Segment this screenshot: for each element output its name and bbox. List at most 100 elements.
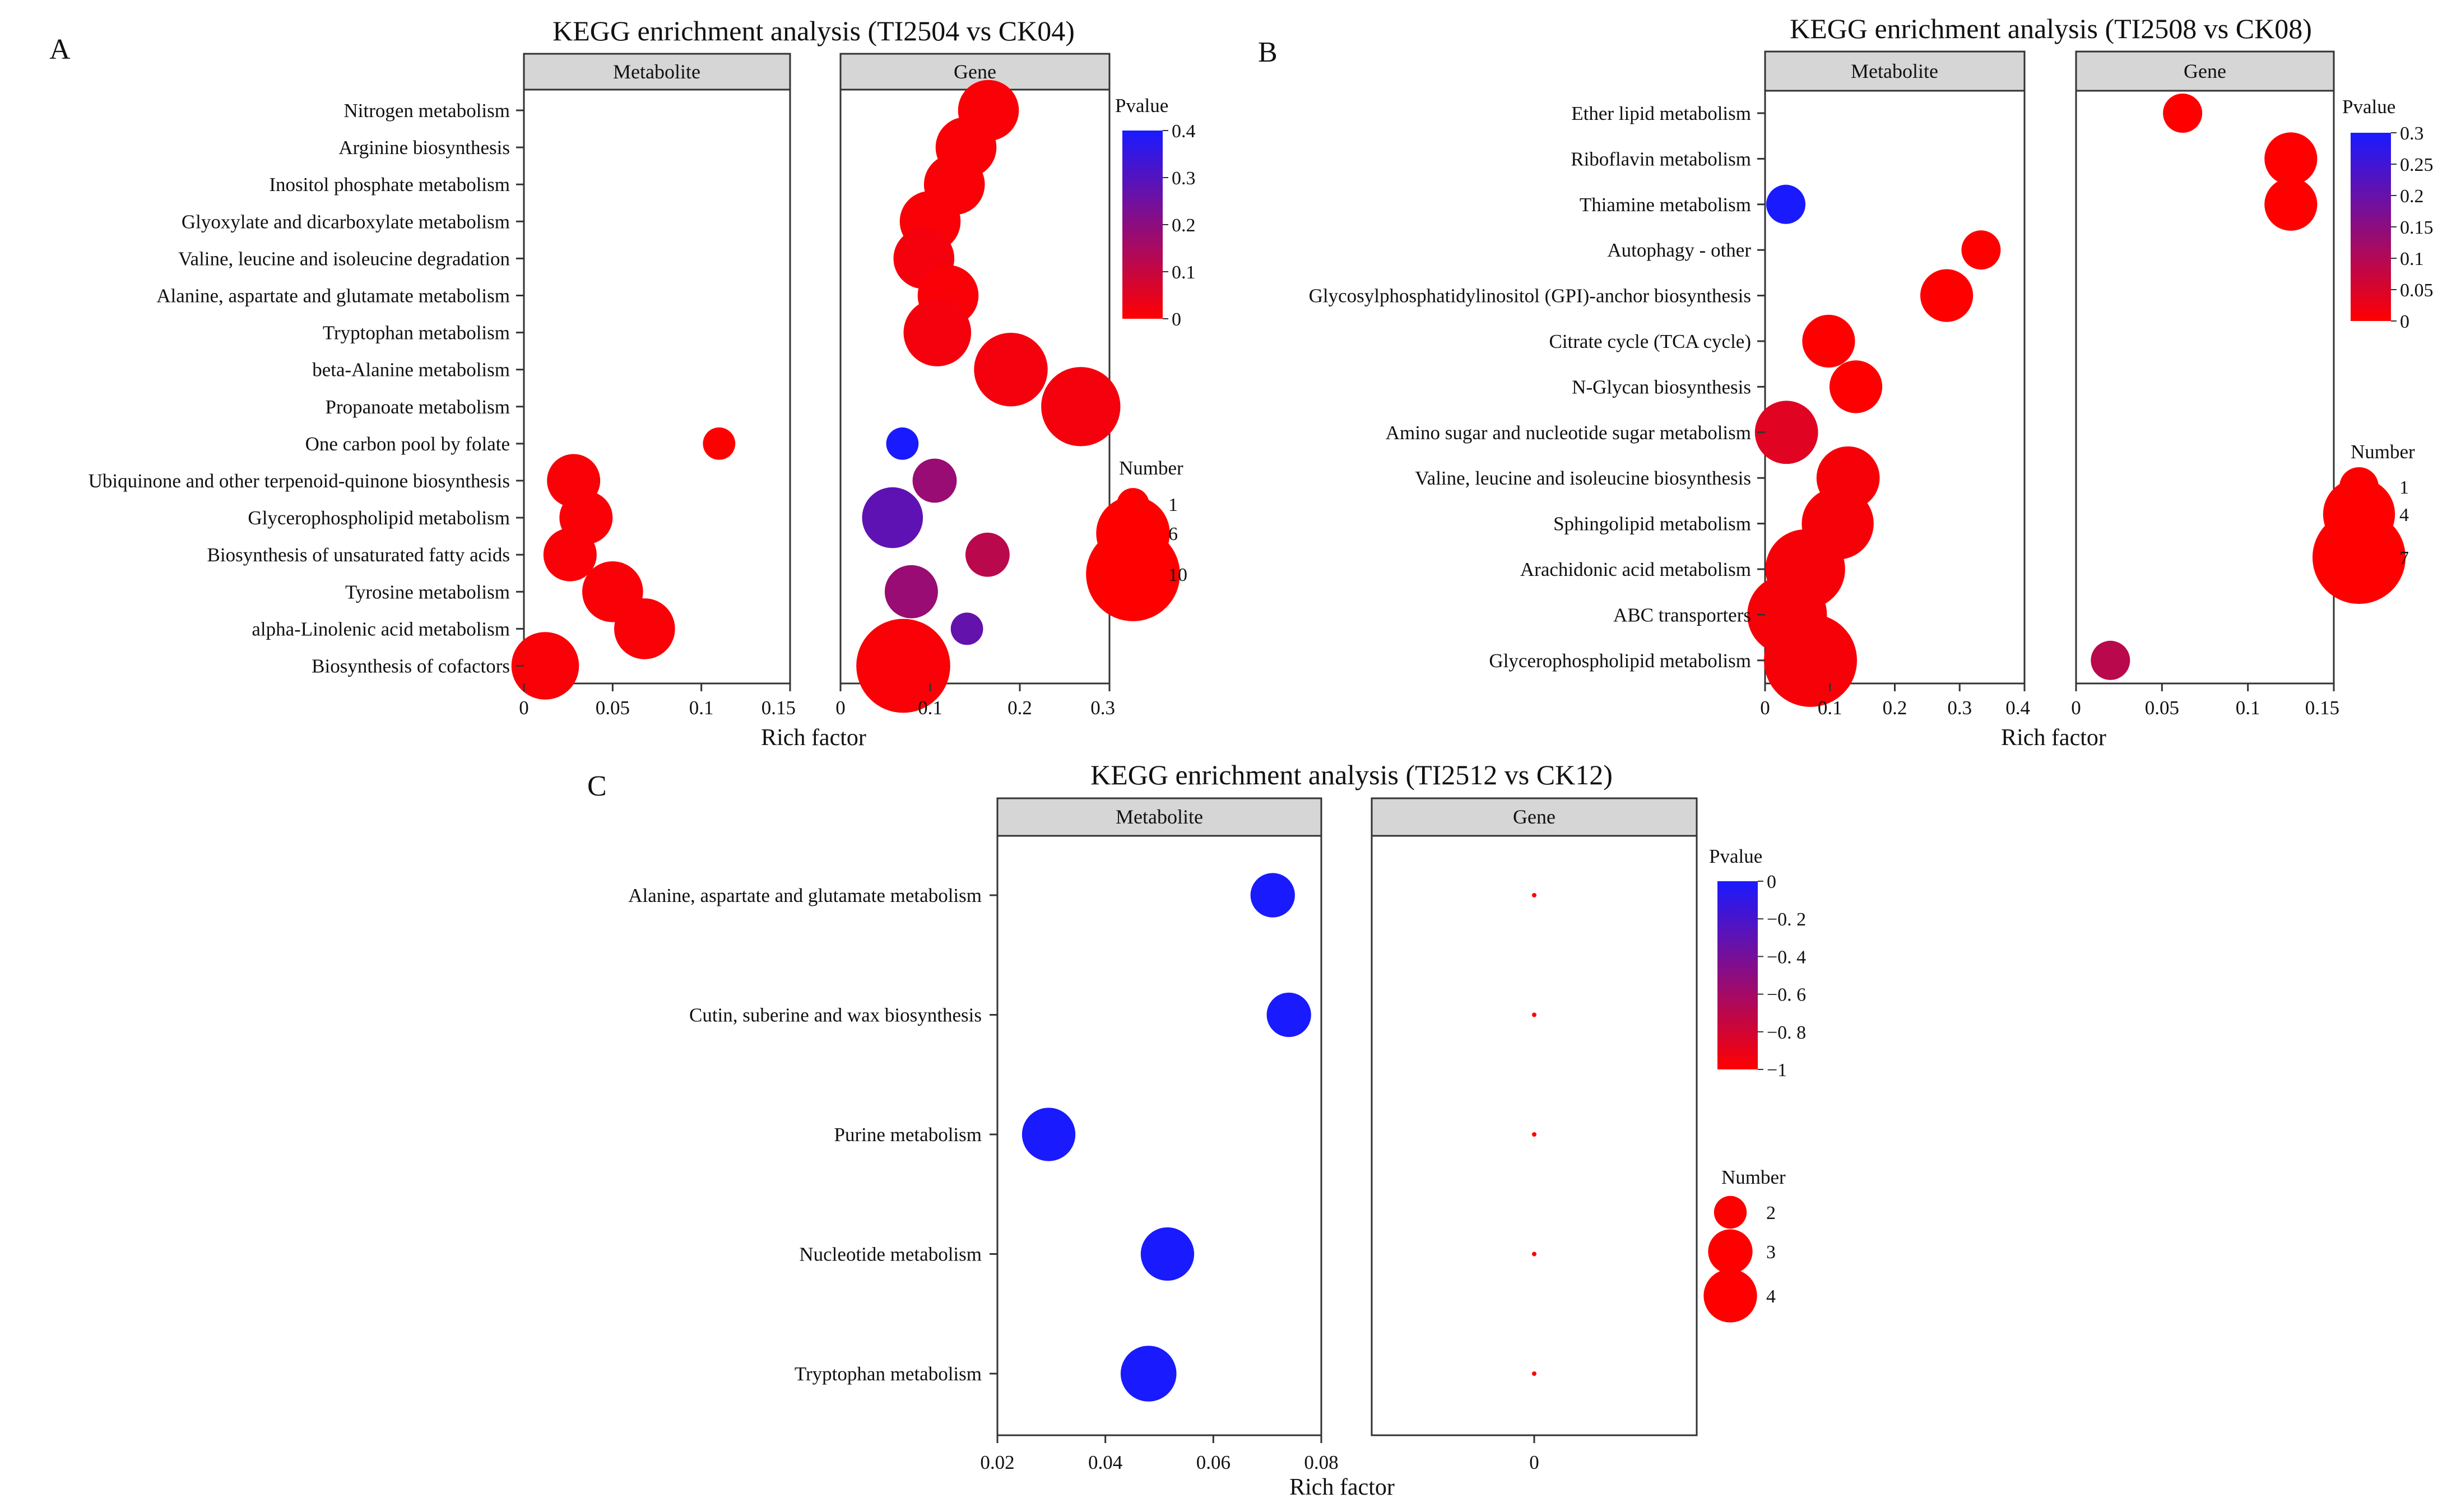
size-legend-label: 7 (2399, 548, 2409, 569)
colorbar-tick-label: 0.05 (2400, 280, 2434, 301)
data-point (2091, 640, 2130, 680)
data-point (2264, 178, 2318, 231)
category-label: Glycerophospholipid metabolism (1489, 650, 1751, 672)
data-point (1802, 314, 1855, 368)
facet-label: Gene (1513, 806, 1556, 828)
pvalue-colorbar (2351, 133, 2391, 321)
legend-title: Pvalue (1709, 845, 1762, 867)
category-label: Amino sugar and nucleotide sugar metabol… (1386, 422, 1751, 444)
facet-label: Gene (954, 61, 996, 83)
category-label: Sphingolipid metabolism (1553, 513, 1751, 535)
category-label: Glycosylphosphatidylinositol (GPI)-ancho… (1309, 285, 1751, 307)
facet-label: Metabolite (613, 61, 700, 83)
data-point (1766, 184, 1806, 224)
x-tick-label: 0 (2071, 697, 2081, 719)
data-point (1250, 873, 1295, 918)
size-legend-label: 6 (1168, 524, 1178, 545)
x-tick-label: 0 (1760, 697, 1770, 719)
size-legend-label: 3 (1766, 1242, 1776, 1263)
data-point (884, 565, 938, 618)
facet-label: Metabolite (1851, 60, 1938, 82)
category-label: Purine metabolism (834, 1124, 982, 1146)
category-label: Alanine, aspartate and glutamate metabol… (156, 285, 510, 307)
category-label: Thiamine metabolism (1580, 194, 1751, 216)
colorbar-tick-label: 0.15 (2400, 217, 2434, 238)
colorbar-tick-label: 0 (1767, 872, 1776, 892)
data-point (1532, 1132, 1536, 1137)
panel-letter-b: B (1258, 36, 1278, 68)
panel-letter-a: A (49, 34, 71, 66)
category-label: Valine, leucine and isoleucine degradati… (178, 248, 510, 269)
data-point (511, 632, 579, 700)
legend-title: Number (1119, 457, 1183, 479)
category-label: alpha-Linolenic acid metabolism (252, 618, 510, 640)
category-label: Riboflavin metabolism (1571, 148, 1751, 170)
colorbar-tick-label: 0.1 (1172, 262, 1196, 283)
facet-metabolite: Metabolite 0 0.05 0.1 0.15 (511, 53, 796, 719)
category-label: Citrate cycle (TCA cycle) (1549, 331, 1751, 352)
size-legend-dot (1086, 527, 1180, 621)
data-point (1021, 1108, 1076, 1161)
category-label: Glycerophospholipid metabolism (248, 507, 510, 529)
x-tick-label: 0.1 (689, 697, 714, 719)
category-label: Cutin, suberine and wax biosynthesis (689, 1004, 982, 1026)
data-point (1920, 269, 1974, 322)
category-label: Arginine biosynthesis (338, 137, 510, 159)
data-point (2163, 94, 2203, 133)
category-label: Glyoxylate and dicarboxylate metabolism (182, 211, 510, 232)
category-label: Propanoate metabolism (325, 396, 510, 418)
number-legend: Number 1 6 10 (1086, 457, 1187, 621)
legend-title: Pvalue (1115, 95, 1168, 117)
category-label: Nitrogen metabolism (344, 100, 510, 122)
size-legend-label: 2 (1766, 1203, 1776, 1223)
x-tick-label: 0 (1529, 1451, 1539, 1473)
facet-label: Metabolite (1116, 806, 1203, 828)
x-tick-label: 0.2 (1883, 697, 1907, 719)
size-legend-label: 1 (2399, 477, 2409, 498)
category-label: Biosynthesis of unsaturated fatty acids (207, 544, 510, 566)
colorbar-tick-label: −1 (1767, 1060, 1787, 1081)
category-label: Arachidonic acid metabolism (1520, 559, 1751, 580)
colorbar-tick-label: 0.3 (1172, 168, 1196, 189)
category-label: One carbon pool by folate (305, 433, 510, 455)
pvalue-legend: Pvalue 0 0.05 0.1 0.15 0.2 0.25 0.3 (2342, 96, 2434, 332)
category-label: Valine, leucine and isoleucine biosynthe… (1415, 467, 1751, 489)
number-legend: Number 1 4 7 (2312, 441, 2415, 604)
data-point (1140, 1227, 1195, 1281)
x-axis-title: Rich factor (761, 725, 866, 751)
colorbar-tick-label: 0.25 (2400, 155, 2434, 175)
x-tick-label: 0.05 (596, 697, 630, 719)
data-point (903, 299, 972, 366)
x-tick-label: 0.08 (1304, 1451, 1338, 1473)
data-point (1532, 1371, 1536, 1376)
category-label: ABC transporters (1613, 604, 1751, 626)
pvalue-colorbar (1717, 881, 1758, 1069)
category-label: Tryptophan metabolism (795, 1363, 982, 1385)
category-label: Ubiquinone and other terpenoid-quinone b… (89, 470, 510, 492)
pvalue-colorbar (1122, 131, 1163, 319)
chart-title: KEGG enrichment analysis (TI2512 vs CK12… (1090, 759, 1613, 790)
colorbar-tick-label: −0. 8 (1767, 1022, 1806, 1043)
data-point (862, 487, 923, 548)
size-legend-label: 10 (1168, 565, 1187, 585)
x-tick-label: 0.4 (2005, 697, 2030, 719)
colorbar-tick-label: −0. 6 (1767, 985, 1806, 1006)
size-legend-label: 4 (1766, 1286, 1776, 1307)
category-label: Tyrosine metabolism (345, 581, 510, 603)
size-legend-label: 4 (2399, 505, 2409, 525)
x-axis-title: Rich factor (2001, 725, 2106, 751)
category-label: N-Glycan biosynthesis (1572, 376, 1751, 398)
data-point (950, 612, 983, 645)
category-label: beta-Alanine metabolism (312, 359, 510, 381)
data-point (886, 427, 919, 460)
colorbar-tick-label: 0 (1172, 309, 1181, 330)
data-point (1532, 893, 1536, 897)
facet-metabolite: Metabolite 0.02 0.04 0.06 0.08 (980, 797, 1339, 1473)
category-label: Autophagy - other (1607, 239, 1751, 261)
data-point (965, 532, 1010, 577)
size-legend-dot (1714, 1195, 1747, 1229)
colorbar-tick-label: 0.4 (1172, 121, 1196, 142)
pvalue-legend: Pvalue 0 −0. 2 −0. 4 −0. 6 −0. 8 −1 (1709, 845, 1806, 1081)
facet-gene: Gene 0 (1371, 797, 1698, 1473)
